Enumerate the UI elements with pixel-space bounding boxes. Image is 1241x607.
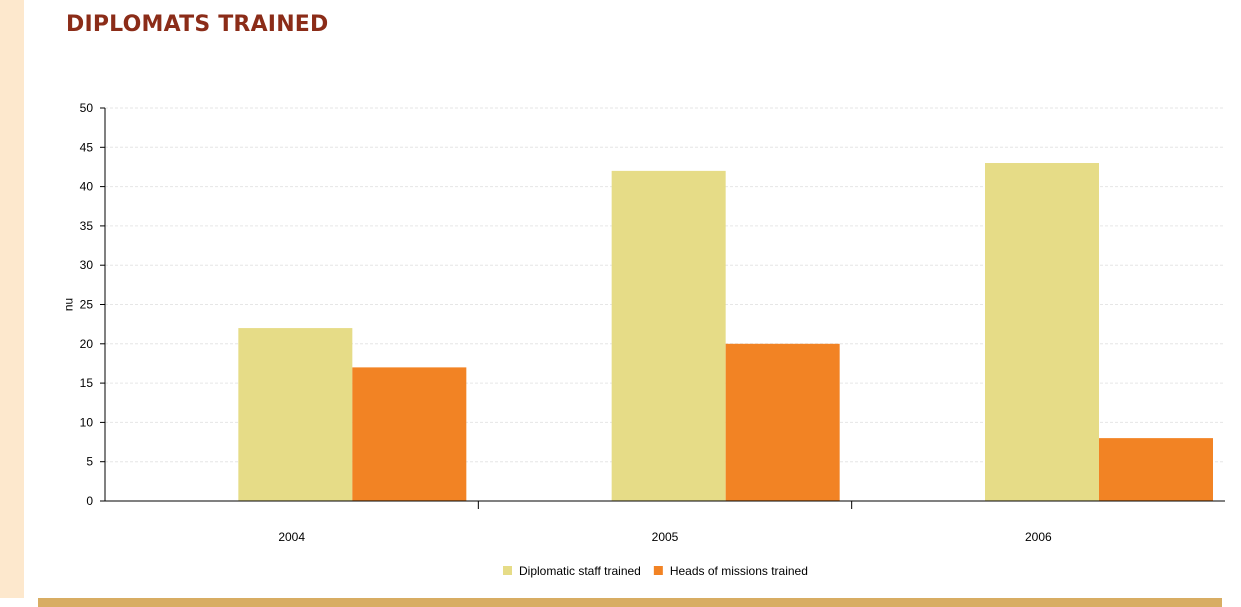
legend-swatch xyxy=(653,566,663,575)
y-tick-label: 40 xyxy=(80,180,94,194)
bar xyxy=(725,343,840,501)
y-tick-label: 10 xyxy=(80,415,94,429)
y-tick-label: 35 xyxy=(80,219,94,233)
bar xyxy=(352,367,467,501)
bottom-accent-bar xyxy=(38,598,1222,607)
y-tick-label: 30 xyxy=(80,258,94,272)
axes: 0 5 10 15 20 25 30 35 40 45 50 nu 2004 2005 2006 xyxy=(63,101,1225,544)
bar xyxy=(238,328,353,501)
y-axis-title: nu xyxy=(63,298,77,311)
x-tick-label: 2006 xyxy=(1025,530,1052,544)
bar xyxy=(611,170,726,501)
y-tick-label: 25 xyxy=(80,298,94,312)
legend-swatch xyxy=(503,566,512,575)
y-tick-label: 45 xyxy=(80,140,94,154)
legend: Diplomatic staff trained Heads of mission… xyxy=(503,564,808,578)
bars xyxy=(238,163,1213,501)
y-tick-label: 50 xyxy=(80,101,94,115)
page-title: DIPLOMATS TRAINED xyxy=(66,12,329,37)
bar xyxy=(1099,438,1213,501)
x-tick-label: 2005 xyxy=(652,530,679,544)
bar xyxy=(985,163,1099,501)
y-tick-label: 0 xyxy=(86,494,93,508)
x-tick-label: 2004 xyxy=(278,530,305,544)
y-tick-label: 5 xyxy=(86,455,93,469)
y-tick-label: 20 xyxy=(80,337,94,351)
y-tick-label: 15 xyxy=(80,376,94,390)
legend-label: Heads of missions trained xyxy=(670,564,808,578)
legend-label: Diplomatic staff trained xyxy=(519,564,641,578)
left-accent-stripe xyxy=(0,0,24,598)
